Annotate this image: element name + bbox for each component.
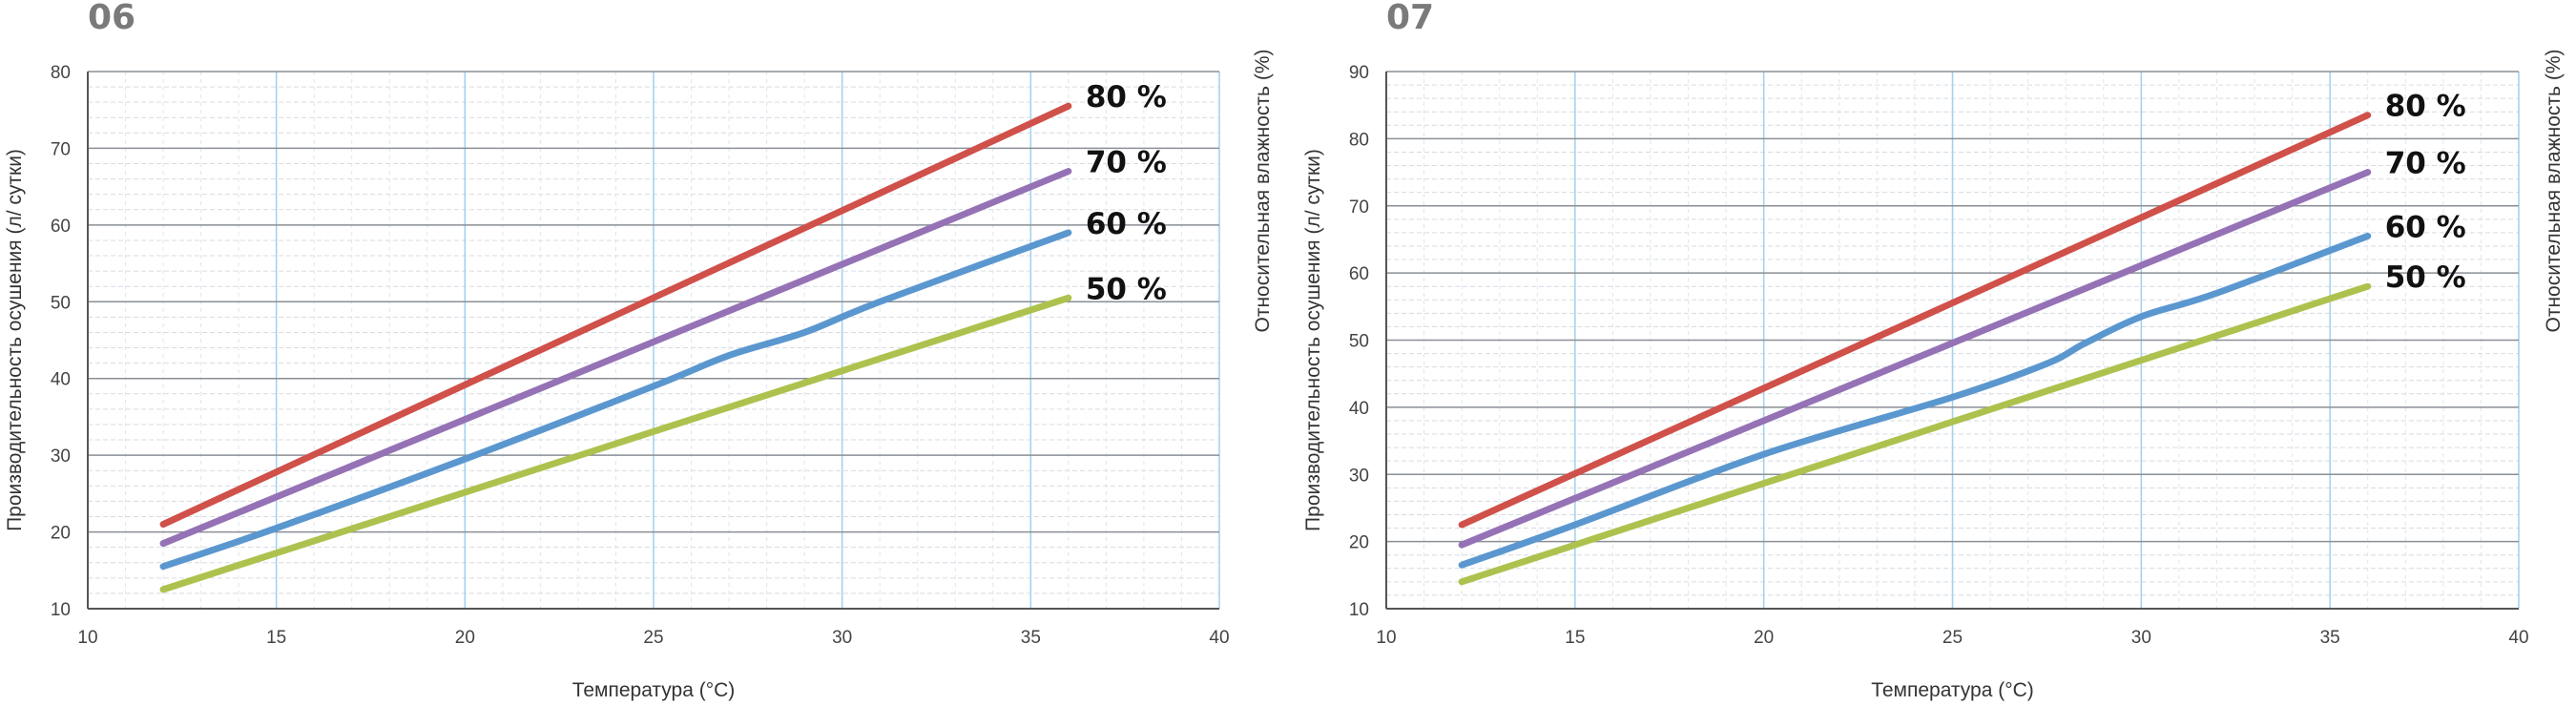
x-axis-title: Температура (°C) <box>1871 679 2034 701</box>
y-tick-label: 20 <box>51 524 71 544</box>
y-tick-label: 80 <box>51 63 71 83</box>
series-line-80 <box>159 102 1072 529</box>
series-label: 60 % <box>2385 210 2466 244</box>
x-tick-label: 40 <box>2508 628 2528 648</box>
series-line-60 <box>1458 232 2372 569</box>
y-axis-title: Производительность осушения (л/ сутки) <box>4 149 26 531</box>
y-tick-label: 40 <box>1349 399 1369 419</box>
x-tick-label: 10 <box>77 628 97 648</box>
y-axis-title: Производительность осушения (л/ сутки) <box>1302 149 1324 531</box>
y-tick-label: 50 <box>51 293 71 313</box>
series-label: 50 % <box>2385 260 2466 295</box>
series-label: 70 % <box>1086 146 1167 180</box>
y-tick-label: 10 <box>1349 600 1369 620</box>
y-tick-label: 60 <box>51 217 71 237</box>
y-tick-label: 70 <box>1349 197 1369 218</box>
y-tick-label: 30 <box>1349 466 1369 486</box>
y-tick-label: 40 <box>51 370 71 390</box>
series-line-70 <box>1458 169 2372 549</box>
series-label: 80 % <box>1086 80 1167 114</box>
chart-number: 06 <box>88 0 135 37</box>
x-tick-label: 30 <box>2131 628 2151 648</box>
y-tick-label: 20 <box>1349 533 1369 553</box>
x-tick-label: 15 <box>1565 628 1585 648</box>
series-label: 70 % <box>2385 147 2466 181</box>
chart-06: 06 10 15 20 25 30 35 40 10 20 30 40 50 60 70 80 Температ… <box>4 0 1274 701</box>
x-tick-label: 30 <box>832 628 852 648</box>
series-label: 60 % <box>1086 207 1167 241</box>
x-tick-label: 25 <box>1942 628 1963 648</box>
y-tick-label: 50 <box>1349 332 1369 352</box>
x-tick-label: 15 <box>266 628 286 648</box>
x-tick-label: 40 <box>1209 628 1229 648</box>
series-line-80 <box>1458 112 2372 529</box>
y-tick-label: 80 <box>1349 130 1369 150</box>
x-tick-label: 10 <box>1376 628 1396 648</box>
x-tick-label: 20 <box>1754 628 1774 648</box>
y-tick-label: 10 <box>51 600 71 620</box>
x-axis-title: Температура (°C) <box>572 679 736 701</box>
series-line-50 <box>159 294 1072 593</box>
series-line-60 <box>159 229 1072 571</box>
chart-number: 07 <box>1386 0 1434 37</box>
series-line-50 <box>1458 282 2372 586</box>
y-tick-label: 30 <box>51 446 71 467</box>
y-tick-label: 70 <box>51 139 71 159</box>
x-tick-label: 25 <box>643 628 663 648</box>
x-tick-label: 35 <box>2320 628 2340 648</box>
series-line-70 <box>159 168 1072 548</box>
series-label: 50 % <box>1086 272 1167 306</box>
y-tick-label: 90 <box>1349 63 1369 83</box>
humidity-axis-title: Относительная влажность (%) <box>1252 50 1274 333</box>
y-tick-label: 60 <box>1349 264 1369 284</box>
series-label: 80 % <box>2385 90 2466 124</box>
humidity-axis-title: Относительная влажность (%) <box>2543 50 2565 333</box>
x-tick-label: 35 <box>1021 628 1041 648</box>
x-tick-label: 20 <box>455 628 475 648</box>
chart-07: 07 10 15 20 25 30 35 40 10 20 30 40 50 60 70 80 90 Темпер… <box>1302 0 2565 701</box>
